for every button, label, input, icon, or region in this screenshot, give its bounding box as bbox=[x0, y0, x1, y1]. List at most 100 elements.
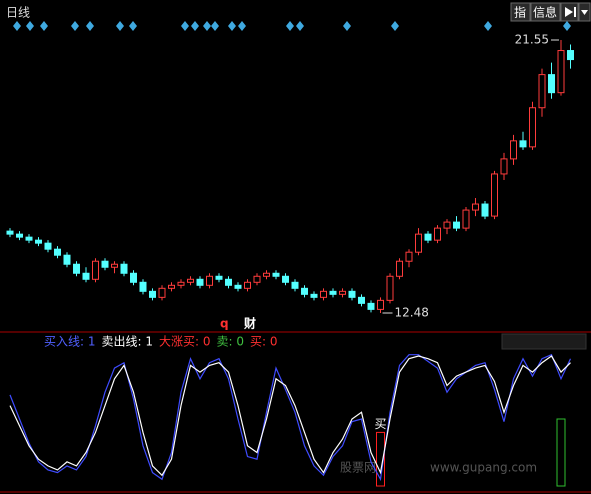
button[interactable] bbox=[530, 2, 561, 22]
candle-body bbox=[557, 50, 565, 94]
candle-body bbox=[510, 140, 517, 160]
candle-body bbox=[320, 290, 327, 298]
diamond bbox=[228, 21, 236, 31]
diamond bbox=[391, 21, 399, 31]
candle-body bbox=[386, 275, 394, 301]
candle-body bbox=[310, 293, 318, 298]
candle-body bbox=[215, 275, 223, 280]
candle-body bbox=[73, 263, 80, 274]
candle-body bbox=[272, 272, 280, 277]
watermark: 股票网 bbox=[340, 461, 376, 475]
series-line bbox=[9, 353, 572, 482]
candle-body bbox=[111, 263, 118, 268]
diamond bbox=[86, 21, 94, 31]
diamond bbox=[129, 21, 137, 31]
diamond bbox=[40, 21, 48, 31]
candle-body bbox=[396, 260, 403, 277]
candle-body bbox=[329, 290, 337, 295]
candle-body bbox=[234, 284, 242, 289]
candle-body bbox=[424, 233, 432, 241]
candle-body bbox=[6, 230, 14, 235]
candle-body bbox=[500, 158, 508, 175]
legend-entry: 买: 0 bbox=[250, 335, 278, 349]
dropdown-icon[interactable] bbox=[578, 2, 591, 22]
candle-body bbox=[177, 281, 185, 286]
candle-body bbox=[301, 287, 308, 295]
candle-body bbox=[253, 275, 261, 283]
signal-bar bbox=[556, 418, 566, 487]
button-label[interactable]: 信息 bbox=[533, 5, 557, 20]
signal-bar bbox=[376, 431, 385, 487]
candle-body bbox=[367, 302, 375, 310]
candle-body bbox=[158, 287, 166, 298]
button-label[interactable]: 指 bbox=[514, 5, 526, 20]
diamond bbox=[26, 21, 34, 31]
diamond bbox=[286, 21, 294, 31]
candle-body bbox=[120, 263, 128, 274]
diamond bbox=[296, 21, 304, 31]
diamond bbox=[191, 21, 199, 31]
candle-body bbox=[405, 251, 413, 262]
candle-body bbox=[339, 290, 346, 295]
watermark: www.gupang.com bbox=[430, 461, 537, 475]
button[interactable] bbox=[510, 2, 531, 22]
diamond bbox=[343, 21, 351, 31]
diamond bbox=[484, 21, 492, 31]
candle-body bbox=[519, 140, 527, 148]
candle-body bbox=[149, 290, 156, 298]
candle-body bbox=[82, 272, 90, 280]
candle-body bbox=[187, 278, 194, 283]
candle-body bbox=[377, 299, 384, 310]
marker: q bbox=[220, 317, 229, 331]
marker: 财 bbox=[243, 316, 256, 331]
candle-body bbox=[282, 275, 289, 283]
candle-body bbox=[481, 203, 489, 217]
panel-box bbox=[501, 333, 587, 350]
annotation: 12.48 bbox=[395, 306, 429, 320]
candle-body bbox=[358, 296, 365, 304]
candle-body bbox=[491, 173, 498, 217]
candle-body bbox=[35, 239, 42, 244]
candle-body bbox=[44, 242, 52, 250]
diamond bbox=[211, 21, 219, 31]
legend-entry: 大涨买: 0 bbox=[159, 334, 211, 349]
candle-body bbox=[168, 284, 175, 289]
candle-body bbox=[92, 260, 99, 280]
candle-body bbox=[348, 290, 356, 298]
candle-body bbox=[434, 227, 441, 241]
legend-entry: 卖出线: 1 bbox=[102, 335, 154, 349]
candle-body bbox=[472, 203, 479, 211]
candle-body bbox=[263, 272, 270, 277]
signal-label: 买 bbox=[374, 417, 386, 431]
candle-body bbox=[567, 50, 574, 61]
annotation: 21.55 bbox=[515, 33, 549, 47]
candle-body bbox=[291, 281, 299, 289]
diamond bbox=[116, 21, 124, 31]
candle-body bbox=[453, 221, 460, 229]
candle-body bbox=[462, 209, 470, 229]
expand-icon[interactable] bbox=[560, 2, 579, 22]
diamond bbox=[203, 21, 211, 31]
candle-body bbox=[415, 233, 422, 253]
candle-body bbox=[443, 221, 451, 229]
candle-body bbox=[139, 281, 147, 292]
candle-body bbox=[548, 74, 555, 94]
legend-entry: 卖: 0 bbox=[217, 335, 245, 349]
candle-body bbox=[538, 74, 546, 109]
event-markers bbox=[13, 21, 571, 31]
candle-body bbox=[63, 254, 71, 265]
diamond bbox=[563, 21, 571, 31]
candle-body bbox=[101, 260, 109, 268]
diamond bbox=[238, 21, 246, 31]
candle-body bbox=[130, 272, 137, 283]
legend-entry: 买入线: 1 bbox=[44, 335, 96, 349]
candle-body bbox=[529, 107, 536, 148]
diamond bbox=[181, 21, 189, 31]
candle-body bbox=[225, 278, 232, 286]
candle-body bbox=[244, 281, 251, 289]
chart-title: 日线 bbox=[6, 6, 30, 20]
candle-body bbox=[196, 278, 204, 286]
diamond bbox=[13, 21, 21, 31]
